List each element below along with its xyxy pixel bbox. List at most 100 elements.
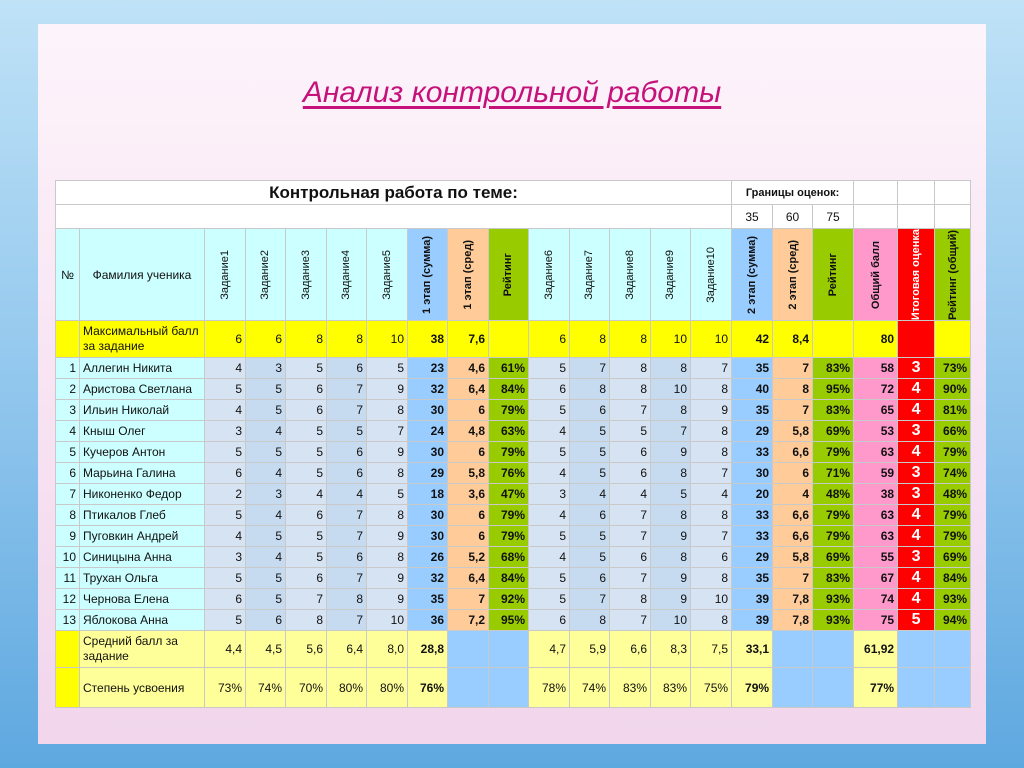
table-row: 4 Кныш Олег 3 4 5 5 7 24 4,8 63% 4 5 5 7 8 29 5,8 69% 53 3 6… [55,420,972,443]
task-score: 5 [245,588,286,611]
task-score: 4 [245,420,286,443]
task-score: 6 [285,399,327,422]
rating1: 61% [488,357,529,380]
task-score: 5 [204,567,246,590]
header-task: Задание10 [704,246,717,303]
student-name: Трухан Ольга [79,567,205,590]
final-grade: 4 [897,399,936,422]
total-score: 72 [853,378,899,401]
rating2: 83% [812,357,855,380]
task-score: 6 [326,441,367,464]
task-score: 5 [528,525,570,548]
stage1-avg: 6 [447,504,489,527]
average-task-value: 5,6 [285,630,327,669]
student-name: Чернова Елена [79,588,205,611]
rating-total: 74% [934,462,972,485]
task-score: 7 [689,462,733,485]
student-name: Пуговкин Андрей [79,525,205,548]
task-score: 5 [204,378,246,401]
task-score: 9 [650,567,691,590]
task-score: 5 [569,546,610,569]
stage1-avg: 4,6 [447,357,489,380]
student-number: 10 [55,546,80,569]
task-score: 4 [245,504,286,527]
max-task-value: 10 [689,320,733,359]
task-score: 7 [326,609,367,632]
stage1-sum: 30 [407,504,448,527]
stage1-sum: 30 [407,399,448,422]
rating2: 71% [812,462,855,485]
stage2-avg: 7,8 [772,588,814,611]
average-task-value: 4,5 [245,630,286,669]
task-score: 7 [609,609,651,632]
max-stage1-sum: 38 [407,320,448,359]
stage1-sum: 32 [407,378,448,401]
task-score: 4 [528,546,570,569]
task-score: 4 [204,357,246,380]
final-grade: 4 [897,567,936,590]
final-grade: 3 [897,357,936,380]
task-score: 6 [569,399,610,422]
header-name: Фамилия ученика [79,227,205,322]
task-score: 9 [366,525,408,548]
task-score: 4 [245,462,286,485]
task-score: 7 [326,399,367,422]
stage2-avg: 7 [772,399,814,422]
student-number: 5 [55,441,80,464]
task-score: 9 [650,525,691,548]
task-score: 8 [689,609,733,632]
rating1: 79% [488,525,529,548]
stage1-avg: 6 [447,441,489,464]
task-score: 8 [569,609,610,632]
task-score: 6 [689,546,733,569]
task-score: 7 [689,525,733,548]
task-score: 5 [285,525,327,548]
mastery-task-value: 83% [650,667,691,709]
rating-total: 84% [934,567,972,590]
rating-total: 79% [934,525,972,548]
task-score: 4 [528,420,570,443]
mastery-total: 77% [853,667,899,709]
rating2: 48% [812,483,855,506]
table-row: 6 Марьина Галина 6 4 5 6 8 29 5,8 76% 4 5 6 8 7 30 6 71% 5… [55,462,972,485]
average-task-value: 5,9 [569,630,610,669]
task-score: 5 [528,441,570,464]
header-rating-total: Рейтинг (общий) [946,229,959,320]
mastery-task-value: 83% [609,667,651,709]
rating1: 95% [488,609,529,632]
header-num: № [55,227,80,322]
rating2: 69% [812,420,855,443]
task-score: 5 [285,546,327,569]
rating1: 63% [488,420,529,443]
stage2-avg: 6 [772,462,814,485]
rating2: 83% [812,399,855,422]
task-score: 6 [326,462,367,485]
task-score: 5 [569,462,610,485]
rating2: 79% [812,504,855,527]
final-grade: 4 [897,588,936,611]
header-stage1-sum: 1 этап (сумма) [421,235,434,314]
stage1-sum: 23 [407,357,448,380]
rating1: 79% [488,399,529,422]
task-score: 10 [689,588,733,611]
table-row: 13 Яблокова Анна 5 6 8 7 10 36 7,2 95% 6 8 7 10 8 39 7,8… [55,609,972,632]
header-final-grade: Итоговая оценка [910,229,922,321]
task-score: 5 [204,441,246,464]
max-task-value: 6 [528,320,570,359]
task-score: 5 [366,357,408,380]
task-score: 5 [528,588,570,611]
mastery-task-value: 78% [528,667,570,709]
table-row: 2 Аристова Светлана 5 5 6 7 9 32 6,4 84% 6 8 8 10 8 40 8… [55,378,972,401]
rating1: 76% [488,462,529,485]
task-score: 9 [650,588,691,611]
task-score: 7 [285,588,327,611]
task-score: 4 [245,546,286,569]
task-score: 6 [285,378,327,401]
final-grade: 4 [897,504,936,527]
student-name: Кучеров Антон [79,441,205,464]
task-score: 9 [366,441,408,464]
stage2-avg: 7 [772,567,814,590]
stage2-sum: 33 [731,504,774,527]
task-score: 10 [366,609,408,632]
bound-value: 75 [812,204,855,229]
